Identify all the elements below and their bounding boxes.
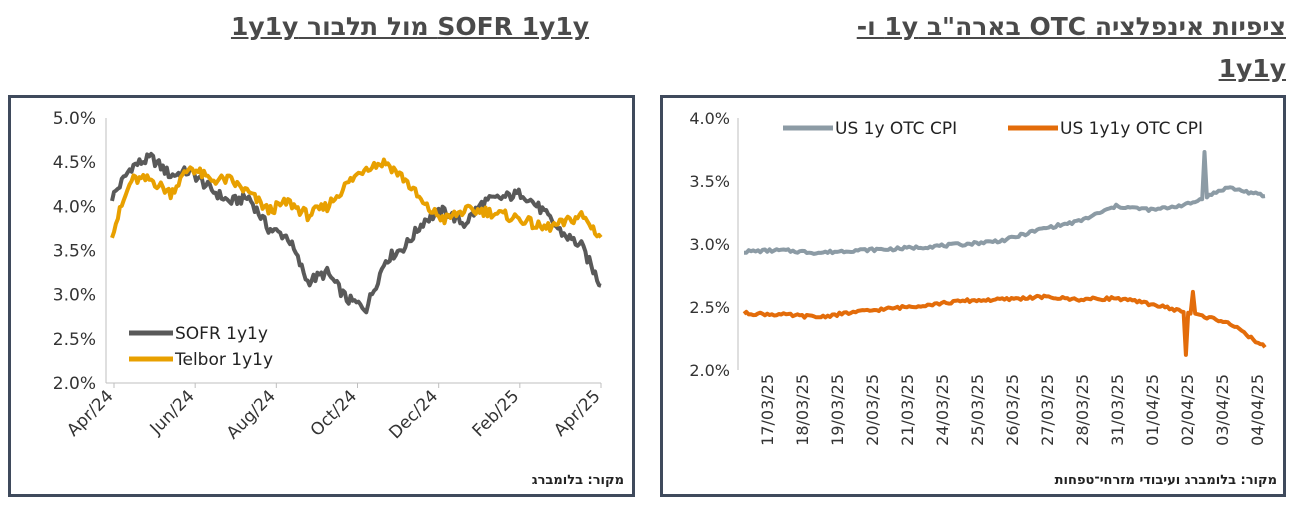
left-y-tick-label: 4.0% [53, 197, 96, 217]
left-source-label: מקור: בלומברג [531, 473, 624, 488]
right-y-tick-label: 3.5% [689, 172, 730, 191]
right-series-line-0 [744, 150, 1266, 256]
right-chart-panel: 4.0% 3.5% 3.0% 2.5% 2.0% 17/03/25 18/03/25 19/0… [660, 95, 1286, 497]
left-legend-label: Telbor 1y1y [174, 350, 273, 370]
right-chart-title-line1: ציפיות אינפלציה OTC בארה"ב 1y ו- [856, 12, 1286, 41]
left-y-tick-label: 2.5% [53, 330, 96, 350]
right-x-tick-label: 21/03/25 [898, 374, 917, 446]
right-x-tick-label: 28/03/25 [1073, 374, 1092, 446]
right-x-tick-label: 02/04/25 [1178, 374, 1197, 446]
right-x-tick-label: 20/03/25 [863, 374, 882, 446]
right-x-tick-label: 19/03/25 [828, 374, 847, 446]
left-series-line-1 [110, 157, 603, 239]
right-y-tick-label: 2.0% [689, 361, 730, 380]
right-source-label: מקור: בלומברג ועיבודי מזרחי־טפחות [1054, 473, 1277, 488]
right-legend-label: US 1y OTC CPI [835, 119, 957, 139]
left-y-tick-label: 3.0% [53, 286, 96, 306]
right-x-tick-label: 03/04/25 [1213, 374, 1232, 446]
right-series-line-1 [742, 289, 1267, 357]
right-legend-label: US 1y1y OTC CPI [1060, 119, 1203, 139]
right-x-tick-label: 25/03/25 [968, 374, 987, 446]
right-x-tick-label: 01/04/25 [1143, 374, 1162, 446]
left-y-tick-label: 2.0% [53, 374, 96, 394]
left-x-tick-label: Aug/24 [223, 386, 280, 443]
left-chart-panel: 5.0% 4.5% 4.0% 3.5% 3.0% 2.5% 2.0% Apr/24 Jun/24… [8, 95, 635, 497]
left-x-tick-label: Dec/24 [385, 386, 442, 443]
left-x-tick-label: Apr/25 [550, 386, 604, 440]
right-x-tick-label: 18/03/25 [793, 374, 812, 446]
left-x-tick-label: Feb/25 [469, 386, 524, 441]
right-chart-svg: 4.0% 3.5% 3.0% 2.5% 2.0% 17/03/25 18/03/25 19/0… [689, 109, 1267, 446]
left-y-tick-label: 3.5% [53, 242, 96, 262]
right-chart-title-line2: 1y1y [1218, 54, 1286, 83]
right-x-tick-label: 31/03/25 [1108, 374, 1127, 446]
right-y-tick-label: 3.0% [689, 235, 730, 254]
right-x-tick-label: 04/04/25 [1248, 374, 1267, 446]
left-y-tick-label: 4.5% [53, 153, 96, 173]
left-x-tick-label: Jun/24 [146, 386, 199, 439]
right-x-tick-label: 27/03/25 [1038, 374, 1057, 446]
right-x-tick-label: 24/03/25 [933, 374, 952, 446]
left-x-tick-label: Oct/24 [307, 386, 361, 440]
left-chart-svg: 5.0% 4.5% 4.0% 3.5% 3.0% 2.5% 2.0%Apr/24 Jun/24… [53, 109, 605, 443]
left-chart-title: SOFR 1y1y מול תלבור 1y1y [230, 12, 590, 41]
right-x-tick-label: 26/03/25 [1003, 374, 1022, 446]
left-legend-label: SOFR 1y1y [175, 324, 268, 344]
left-x-tick-label: Apr/24 [63, 386, 117, 440]
right-y-tick-label: 4.0% [689, 109, 730, 128]
right-y-tick-label: 2.5% [689, 298, 730, 317]
right-x-tick-label: 17/03/25 [758, 374, 777, 446]
left-y-tick-label: 5.0% [53, 109, 96, 129]
left-series-line-0 [110, 151, 602, 315]
